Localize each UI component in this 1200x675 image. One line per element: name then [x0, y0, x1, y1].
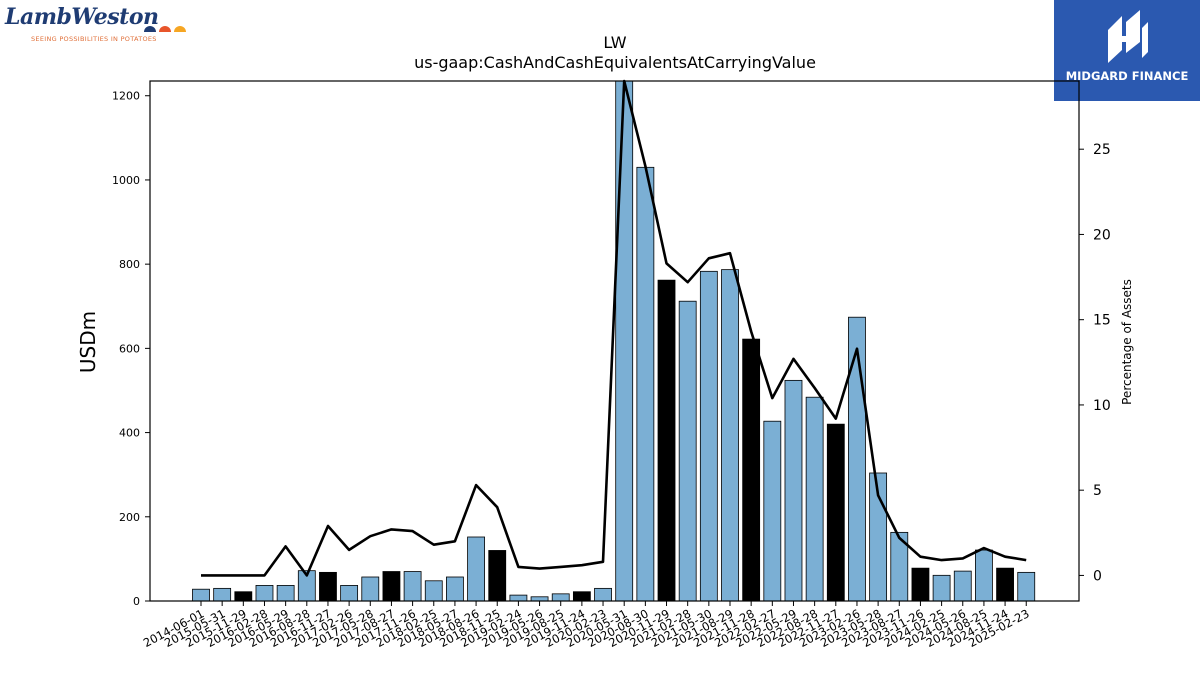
bar [467, 536, 485, 602]
bar [361, 576, 380, 602]
bar [911, 567, 930, 602]
bar [784, 379, 803, 602]
bar [678, 300, 697, 602]
bar [975, 549, 993, 602]
bar [657, 279, 676, 602]
bar [319, 571, 337, 602]
plot-area: 02004006008001000120005101520252014-06-0… [112, 79, 1111, 650]
bar [446, 576, 464, 602]
bar [234, 591, 253, 602]
bar [382, 571, 401, 602]
bar [742, 338, 761, 602]
y2-tick-label: 5 [1093, 483, 1102, 499]
y-tick-label: 1200 [112, 90, 140, 103]
lambweston-logo: LambWeston SEEING POSSIBILITIES IN POTAT… [5, 4, 190, 44]
y2-tick-label: 10 [1093, 398, 1111, 414]
bar [763, 420, 782, 602]
y-tick-label: 200 [119, 511, 140, 524]
y-tick-label: 800 [119, 258, 140, 271]
bar [594, 587, 612, 602]
bar [996, 567, 1014, 602]
y-axis-label: USDm [76, 311, 100, 373]
bar [530, 596, 549, 602]
y2-tick-label: 15 [1093, 313, 1111, 329]
bar [255, 585, 274, 602]
percentage-line [201, 79, 1027, 577]
y-tick-label: 600 [119, 342, 140, 355]
y-tick-label: 400 [119, 427, 140, 440]
bar [953, 570, 972, 602]
y2-tick-label: 0 [1093, 568, 1102, 584]
midgard-mark-icon [1108, 10, 1148, 63]
bar [340, 585, 359, 602]
bar [403, 571, 422, 602]
bar [636, 166, 655, 602]
y-tick-label: 1000 [112, 174, 140, 187]
y2-tick-label: 25 [1093, 142, 1111, 158]
y-tick-label: 0 [133, 595, 140, 608]
potato-dots-icon [144, 26, 186, 32]
bar [276, 585, 295, 602]
bar [848, 316, 866, 602]
plot-frame [149, 80, 1080, 602]
bar [424, 580, 443, 602]
bar [932, 574, 951, 602]
bar [213, 587, 232, 602]
chart-subtitle: us-gaap:CashAndCashEquivalentsAtCarrying… [414, 53, 816, 72]
bar [572, 591, 591, 602]
bar [1017, 571, 1036, 602]
bar [509, 594, 528, 602]
y2-tick-label: 20 [1093, 227, 1111, 243]
bar [721, 269, 739, 602]
bar [615, 80, 634, 602]
midgard-finance-name: MIDGARD FINANCE [1065, 69, 1189, 83]
chart-title: LW [603, 33, 626, 52]
lambweston-wordmark: LambWeston [5, 4, 159, 30]
y2-axis-label: Percentage of Assets [1120, 279, 1134, 405]
bar [551, 593, 570, 602]
bar [805, 396, 824, 602]
lambweston-tagline: SEEING POSSIBILITIES IN POTATOES [31, 35, 157, 43]
bar [192, 588, 210, 602]
bar [699, 270, 718, 602]
midgard-finance-logo: MIDGARD FINANCE [1054, 0, 1200, 101]
bar [488, 550, 507, 602]
bar [826, 423, 845, 602]
